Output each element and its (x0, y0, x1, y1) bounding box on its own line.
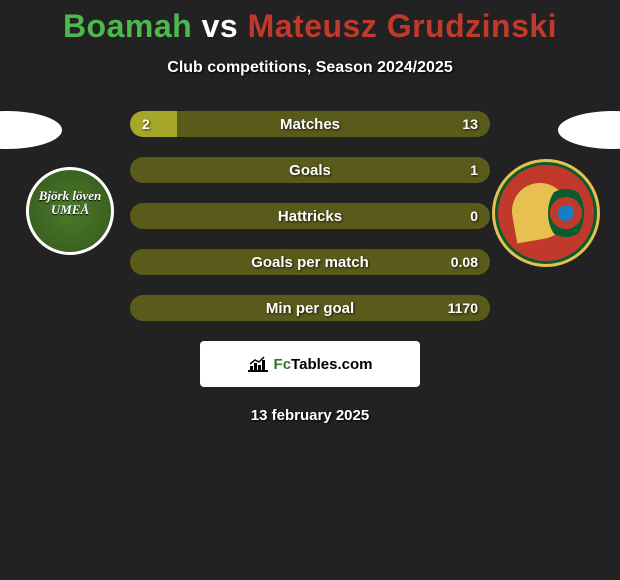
brand-text: FcTables.com (274, 356, 373, 373)
stat-label: Matches (130, 111, 490, 137)
stat-label: Goals (130, 157, 490, 183)
stat-label: Hattricks (130, 203, 490, 229)
subtitle: Club competitions, Season 2024/2025 (0, 59, 620, 77)
comparison-section: 2 Matches 13 Goals 1 Hattricks 0 Goals p… (0, 111, 620, 424)
club-logo-right-icon (498, 165, 594, 261)
stat-row-matches: 2 Matches 13 (130, 111, 490, 137)
stat-bars: 2 Matches 13 Goals 1 Hattricks 0 Goals p… (130, 111, 490, 321)
stat-right-value: 0 (458, 203, 490, 229)
stat-right-value: 1 (458, 157, 490, 183)
player1-name: Boamah (63, 8, 192, 44)
club-logo-left-icon (26, 167, 114, 255)
vs-label: vs (202, 8, 239, 44)
page: Boamah vs Mateusz Grudzinski Club compet… (0, 0, 620, 424)
brand-prefix: Fc (274, 356, 292, 373)
player1-placeholder-icon (0, 111, 62, 149)
date-label: 13 february 2025 (0, 407, 620, 424)
player2-placeholder-icon (558, 111, 620, 149)
player2-name: Mateusz Grudzinski (248, 8, 558, 44)
stat-row-min-per-goal: Min per goal 1170 (130, 295, 490, 321)
stat-label: Goals per match (130, 249, 490, 275)
page-title: Boamah vs Mateusz Grudzinski (0, 8, 620, 45)
chart-icon (248, 356, 268, 372)
stat-right-value: 13 (450, 111, 490, 137)
brand-rest: Tables.com (291, 356, 372, 373)
stat-row-hattricks: Hattricks 0 (130, 203, 490, 229)
stat-right-value: 0.08 (439, 249, 490, 275)
brand-card[interactable]: FcTables.com (200, 341, 420, 387)
stat-right-value: 1170 (436, 295, 490, 321)
stat-row-goals: Goals 1 (130, 157, 490, 183)
stat-row-goals-per-match: Goals per match 0.08 (130, 249, 490, 275)
